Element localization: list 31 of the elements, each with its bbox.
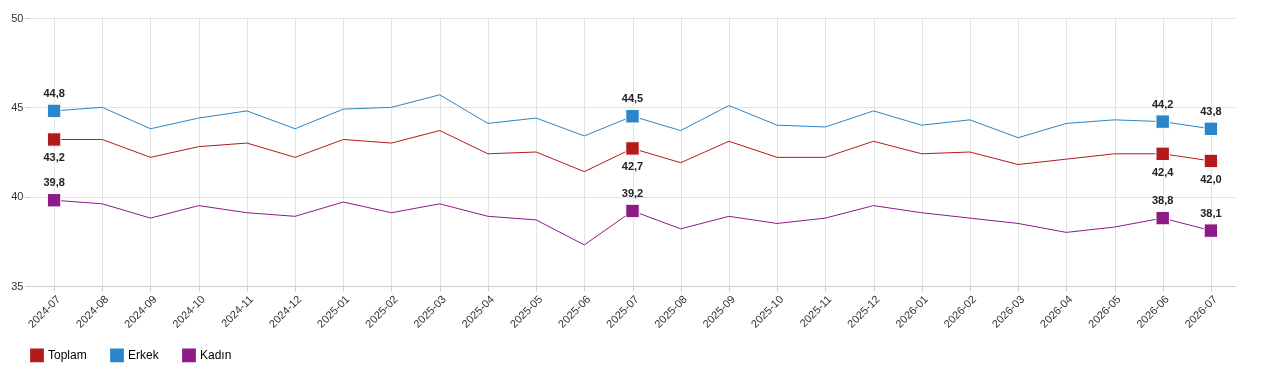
point — [1155, 146, 1170, 161]
point — [1155, 114, 1170, 129]
data-label: 38,1 — [1200, 206, 1222, 219]
data-label: 42,0 — [1200, 172, 1222, 185]
data-label: 39,8 — [43, 176, 65, 189]
data-label: 43,2 — [43, 151, 65, 164]
data-label: 38,8 — [1151, 194, 1174, 207]
y-tick-label: 40 — [11, 190, 24, 203]
point — [625, 141, 640, 156]
data-label: 44,5 — [621, 92, 644, 105]
data-label: 44,8 — [43, 86, 65, 99]
y-tick-label: 35 — [11, 279, 24, 292]
point — [1203, 121, 1219, 136]
legend-label: Toplam — [48, 348, 87, 363]
point — [1203, 153, 1219, 169]
data-label: 42,4 — [1151, 165, 1175, 178]
point — [625, 109, 640, 124]
data-label: 42,7 — [621, 160, 644, 173]
data-label: 44,2 — [1151, 97, 1174, 110]
point — [625, 203, 640, 219]
data-label: 39,2 — [621, 186, 644, 199]
point — [1203, 223, 1219, 238]
legend-label: Erkek — [128, 348, 160, 363]
point — [46, 103, 62, 119]
legend-label: Kadın — [200, 348, 232, 363]
data-label: 43,8 — [1200, 104, 1222, 117]
point — [46, 193, 62, 208]
point — [46, 132, 62, 147]
y-tick-label: 50 — [11, 11, 24, 24]
y-tick-label: 45 — [11, 100, 24, 113]
point — [1155, 210, 1170, 226]
